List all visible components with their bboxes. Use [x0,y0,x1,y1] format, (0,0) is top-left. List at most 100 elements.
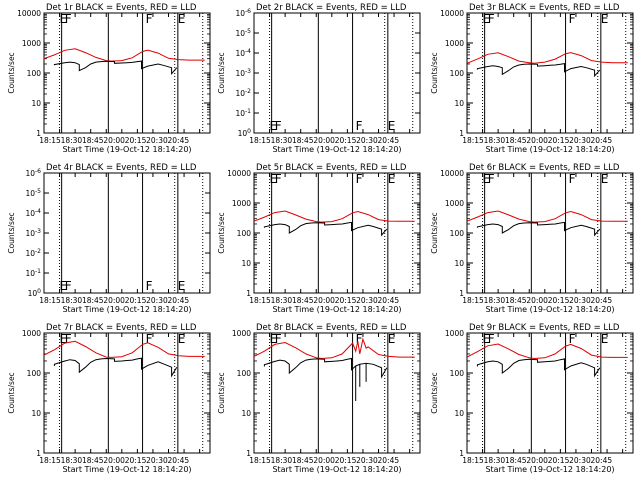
x-tick-label: 20:15 [335,136,357,145]
flag-e: E [388,172,396,186]
y-tick-base: 10 [235,109,245,118]
y-tick-label: 1000 [22,39,41,48]
x-axis-label: Start Time (19-Oct-12 18:14:20) [485,465,614,474]
y-axis-label: Counts/sec [7,212,16,253]
plot-frame [43,332,211,454]
y-tick-exponent: 0 [37,288,41,295]
y-tick-label: 1000 [232,199,251,208]
plot-frame [466,332,634,454]
panel-title: Det 8r BLACK = Events, RED = LLD [256,323,407,333]
series-black-events [476,358,601,378]
x-tick-label: 20:30 [356,296,378,305]
x-tick-label: 18:45 [292,456,314,465]
x-tick-label: 20:15 [548,296,570,305]
y-axis-label: Counts/sec [217,372,226,413]
x-tick-label: 18:15 [462,136,484,145]
x-tick-label: 20:15 [335,456,357,465]
x-tick-label: 18:30 [61,456,83,465]
x-tick-label: 20:00 [103,296,125,305]
flag-e: E [270,332,278,346]
flag-f: F [275,119,282,133]
y-tick-exponent: -5 [245,28,251,35]
y-tick-label: 10-5 [25,188,41,198]
x-tick-label: 20:30 [569,296,591,305]
flag-f: F [569,172,576,186]
y-tick-label: 1 [246,289,251,298]
flag-e: E [601,172,609,186]
x-axis-label: Start Time (19-Oct-12 18:14:20) [485,305,614,314]
plot-frame [43,12,211,134]
x-tick-label: 18:15 [39,296,61,305]
y-axis-label: Counts/sec [217,52,226,93]
y-tick-exponent: -3 [245,68,251,75]
y-tick-label: 10-1 [25,268,41,278]
y-tick-label: 10-3 [235,68,251,78]
x-tick-label: 18:15 [462,456,484,465]
y-tick-base: 10 [25,249,35,258]
y-axis-label: Counts/sec [430,52,439,93]
x-axis-label: Start Time (19-Oct-12 18:14:20) [485,145,614,154]
y-tick-exponent: -5 [35,188,41,195]
flag-e: E [60,279,68,293]
x-tick-label: 20:00 [313,456,335,465]
flag-f: F [146,279,153,293]
x-tick-label: 20:15 [548,136,570,145]
y-tick-label: 10-2 [235,88,251,98]
y-tick-label: 1 [459,449,464,458]
flag-e: E [388,332,396,346]
x-tick-label: 18:30 [271,296,293,305]
flag-e: E [601,12,609,26]
x-tick-label: 20:30 [146,456,168,465]
flag-e: E [60,332,68,346]
flag-e: E [483,172,491,186]
y-tick-label: 1 [36,449,41,458]
series-red-lld [467,52,628,64]
series-red-lld [254,337,415,360]
y-tick-exponent: -2 [35,248,41,255]
y-tick-label: 1 [246,449,251,458]
y-tick-label: 100 [237,369,252,378]
x-tick-label: 18:15 [249,296,271,305]
panel-title: Det 6r BLACK = Events, RED = LLD [469,163,620,173]
series-red-lld [254,210,415,223]
x-tick-label: 20:45 [591,456,613,465]
x-axis-label: Start Time (19-Oct-12 18:14:20) [272,465,401,474]
x-axis-label: Start Time (19-Oct-12 18:14:20) [62,305,191,314]
x-tick-label: 20:45 [168,456,190,465]
flag-f: F [488,12,495,26]
y-tick-label: 10000 [17,9,41,18]
x-tick-label: 18:45 [292,136,314,145]
flag-f: F [356,119,363,133]
x-tick-label: 18:30 [484,456,506,465]
y-tick-label: 10000 [440,169,464,178]
x-tick-label: 18:45 [505,456,527,465]
y-tick-base: 10 [25,269,35,278]
y-tick-label: 10-6 [235,8,251,18]
x-tick-label: 18:30 [271,136,293,145]
y-tick-base: 10 [25,229,35,238]
x-tick-label: 20:45 [378,296,400,305]
x-tick-label: 20:30 [356,456,378,465]
x-tick-label: 18:45 [82,296,104,305]
series-red-lld [44,48,205,62]
panel-title: Det 7r BLACK = Events, RED = LLD [46,323,197,333]
y-tick-exponent: -4 [35,208,41,215]
y-tick-label: 10 [31,409,41,418]
y-tick-exponent: -4 [245,48,251,55]
plot-frame [253,12,421,134]
series-black-events [476,63,601,78]
x-tick-label: 18:30 [61,296,83,305]
flag-e: E [483,12,491,26]
y-tick-base: 10 [235,49,245,58]
y-tick-label: 10-2 [25,248,41,258]
y-axis-label: Counts/sec [7,52,16,93]
x-tick-label: 20:00 [526,296,548,305]
series-black-events [476,221,601,237]
y-tick-label: 1000 [445,329,464,338]
y-tick-label: 100 [27,69,42,78]
